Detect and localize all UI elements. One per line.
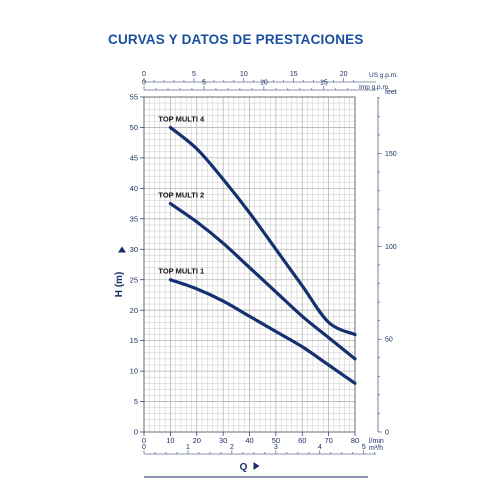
us-gpm-tick-label: 15 (290, 71, 298, 78)
imp-gpm-tick-label: 0 (142, 80, 146, 87)
y-tick-label: 30 (130, 245, 138, 254)
imp-gpm-tick-label: 15 (320, 80, 328, 87)
series-label: TOP MULTI 2 (158, 191, 204, 200)
y-tick-label: 50 (130, 123, 138, 132)
imp-gpm-tick-label: 10 (260, 80, 268, 87)
x-tick-label: 30 (219, 436, 227, 445)
us-gpm-tick-label: 10 (240, 71, 248, 78)
feet-unit-label: feet (385, 89, 397, 96)
m3h-tick-label: 3 (274, 444, 278, 451)
series-line-1 (168, 125, 357, 337)
feet-tick-label: 50 (385, 337, 393, 344)
m3h-tick-label: 0 (142, 444, 146, 451)
y-tick-label: 0 (134, 428, 138, 437)
feet-tick-label: 100 (385, 244, 397, 251)
x-tick-label: 10 (166, 436, 174, 445)
x-unit-label: l/min (369, 438, 384, 445)
x-tick-label: 80 (351, 436, 359, 445)
y-tick-label: 10 (130, 367, 138, 376)
series-line-3 (168, 278, 357, 385)
m3h-tick-label: 4 (318, 444, 322, 451)
y-tick-label: 45 (130, 154, 138, 163)
series-label: TOP MULTI 4 (158, 114, 205, 123)
x-arrow-icon (253, 462, 260, 470)
m3h-unit-label: m³/h (369, 445, 383, 452)
y-tick-label: 25 (130, 275, 138, 284)
grid (143, 96, 356, 433)
m3h-tick-label: 2 (230, 444, 234, 451)
y-axis-label: H (m) (114, 272, 125, 298)
imp-gpm-unit-label: Imp g.p.m. (359, 84, 390, 91)
x-tick-label: 60 (298, 436, 306, 445)
x-tick-label: 20 (193, 436, 201, 445)
y-tick-label: 55 (130, 93, 138, 102)
x-axis-label: Q (240, 462, 248, 473)
x-tick-label: 0 (142, 436, 146, 445)
x-tick-label: 40 (245, 436, 253, 445)
imp-gpm-tick-label: 5 (202, 80, 206, 87)
us-gpm-tick-label: 0 (142, 71, 146, 78)
m3h-tick-label: 1 (186, 444, 190, 451)
y-tick-label: 15 (130, 336, 138, 345)
us-gpm-tick-label: 20 (340, 71, 348, 78)
axes (140, 78, 382, 478)
y-tick-label: 5 (134, 397, 138, 406)
feet-tick-label: 0 (385, 430, 389, 437)
x-tick-label: 70 (324, 436, 332, 445)
series-label: TOP MULTI 1 (158, 267, 204, 276)
m3h-tick-label: 5 (362, 444, 366, 451)
series (168, 125, 357, 385)
x-tick-label: 50 (272, 436, 280, 445)
y-arrow-icon (118, 246, 126, 253)
chart-title: CURVAS Y DATOS DE PRESTACIONES (108, 32, 364, 47)
us-gpm-unit-label: US g.p.m. (369, 72, 398, 79)
series-line-2 (168, 201, 357, 361)
feet-tick-label: 150 (385, 151, 397, 158)
y-tick-label: 35 (130, 214, 138, 223)
us-gpm-tick-label: 5 (192, 71, 196, 78)
y-tick-label: 20 (130, 306, 138, 315)
y-tick-label: 40 (130, 184, 138, 193)
